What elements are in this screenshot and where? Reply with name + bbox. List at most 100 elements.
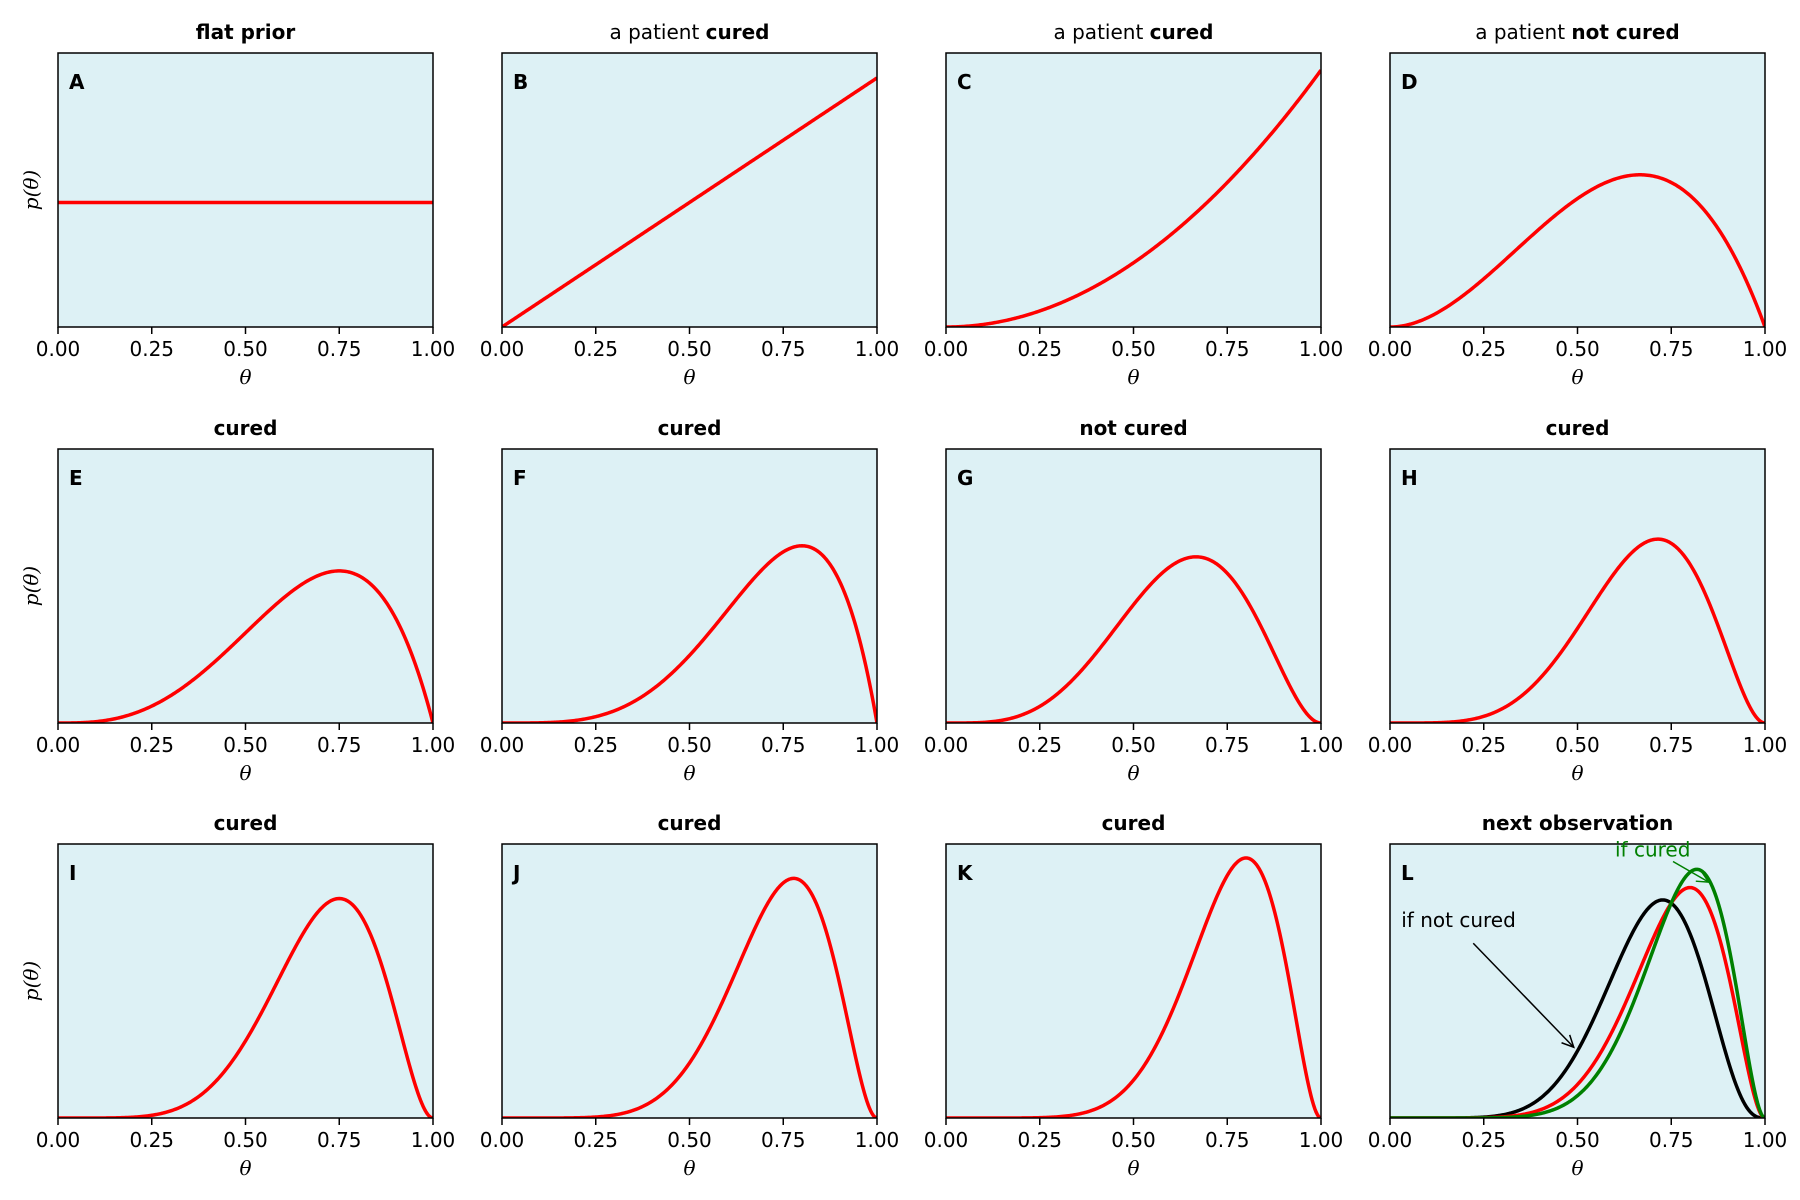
- plot-area: [502, 844, 877, 1118]
- x-tick-label: 0.50: [223, 337, 268, 361]
- x-tick-label: 0.75: [317, 337, 362, 361]
- panel-title: not cured: [1079, 416, 1187, 440]
- x-tick-label: 0.50: [667, 733, 712, 757]
- x-axis-label: θ: [1571, 761, 1583, 785]
- x-tick-label: 0.75: [761, 733, 806, 757]
- plot-area: [1390, 844, 1765, 1118]
- x-tick-label: 0.25: [1461, 337, 1506, 361]
- x-tick-label: 0.00: [480, 337, 525, 361]
- x-tick-label: 1.00: [855, 733, 900, 757]
- series-line-posterior: [58, 569, 433, 723]
- x-tick-label: 1.00: [1299, 733, 1344, 757]
- x-axis-label: θ: [1127, 365, 1139, 389]
- series-line-if-cured: [1390, 867, 1765, 1118]
- x-tick-label: 0.75: [1205, 1128, 1250, 1152]
- annotation-if-not-cured: if not cured: [1401, 908, 1516, 932]
- x-tick-label: 1.00: [1743, 337, 1788, 361]
- x-tick-label: 1.00: [1299, 1128, 1344, 1152]
- x-tick-label: 0.50: [1111, 337, 1156, 361]
- x-tick-label: 0.25: [129, 337, 174, 361]
- y-axis-label: p(θ): [19, 566, 43, 606]
- x-tick-label: 0.75: [1205, 337, 1250, 361]
- x-axis-label: θ: [1127, 761, 1139, 785]
- plot-area: [502, 449, 877, 723]
- x-tick-label: 0.25: [129, 1128, 174, 1152]
- x-tick-label: 0.00: [36, 1128, 81, 1152]
- x-tick-label: 1.00: [1743, 1128, 1788, 1152]
- x-tick-label: 1.00: [411, 1128, 456, 1152]
- annotation-arrowhead: [1561, 1034, 1575, 1049]
- x-tick-label: 0.50: [667, 1128, 712, 1152]
- x-tick-label: 0.75: [1649, 1128, 1694, 1152]
- panel-letter: I: [69, 861, 76, 885]
- panel-title: cured: [214, 416, 278, 440]
- x-axis-label: θ: [683, 761, 695, 785]
- x-tick-label: 0.00: [924, 337, 969, 361]
- x-tick-label: 0.75: [1205, 733, 1250, 757]
- plot-area: [946, 844, 1321, 1118]
- plot-area: [58, 844, 433, 1118]
- panel-b: Ba patient cured 0.00 0.25 0.50 0.75 1.00 θ: [480, 20, 900, 389]
- x-tick-label: 0.00: [36, 337, 81, 361]
- x-axis-label: θ: [683, 1156, 695, 1180]
- x-tick-label: 0.50: [223, 733, 268, 757]
- plot-area: [1390, 53, 1765, 327]
- panel-title: flat prior: [196, 20, 296, 44]
- x-tick-label: 0.75: [317, 1128, 362, 1152]
- panel-letter: F: [513, 466, 527, 490]
- y-axis-label: p(θ): [19, 961, 43, 1001]
- plot-area: [502, 53, 877, 327]
- x-tick-label: 0.25: [573, 1128, 618, 1152]
- panel-letter: G: [957, 466, 973, 490]
- panel-title: a patient cured: [1054, 20, 1214, 44]
- series-line-posterior: [1390, 537, 1765, 723]
- x-tick-label: 0.25: [1017, 1128, 1062, 1152]
- x-tick-label: 0.00: [480, 733, 525, 757]
- x-tick-label: 0.75: [1649, 733, 1694, 757]
- series-line-posterior: [946, 69, 1321, 327]
- panel-letter: B: [513, 70, 528, 94]
- x-tick-label: 0.00: [1368, 337, 1413, 361]
- x-tick-label: 1.00: [411, 337, 456, 361]
- x-axis-label: θ: [239, 365, 251, 389]
- series-line-posterior: [946, 555, 1321, 723]
- x-axis-label: θ: [683, 365, 695, 389]
- plot-area: [946, 449, 1321, 723]
- x-tick-label: 1.00: [1299, 337, 1344, 361]
- panel-title: cured: [214, 811, 278, 835]
- x-tick-label: 0.25: [573, 337, 618, 361]
- panel-title: a patient cured: [610, 20, 770, 44]
- x-axis-label: θ: [1127, 1156, 1139, 1180]
- panel-letter: E: [69, 466, 83, 490]
- x-tick-label: 0.75: [761, 1128, 806, 1152]
- x-axis-label: θ: [1571, 1156, 1583, 1180]
- x-tick-label: 1.00: [855, 337, 900, 361]
- x-tick-label: 0.25: [1017, 337, 1062, 361]
- x-tick-label: 1.00: [411, 733, 456, 757]
- x-tick-label: 1.00: [1743, 733, 1788, 757]
- x-tick-label: 0.25: [1461, 733, 1506, 757]
- x-tick-label: 0.50: [1111, 1128, 1156, 1152]
- x-tick-label: 0.25: [1461, 1128, 1506, 1152]
- panel-title: cured: [1102, 811, 1166, 835]
- x-tick-label: 0.75: [317, 733, 362, 757]
- panel-letter: J: [511, 861, 520, 885]
- annotation-arrowhead: [1695, 870, 1711, 884]
- panel-c: Ca patient cured 0.00 0.25 0.50 0.75 1.00 θ: [924, 20, 1344, 389]
- panel-title: next observation: [1482, 811, 1674, 835]
- panel-title: cured: [658, 416, 722, 440]
- x-tick-label: 0.00: [36, 733, 81, 757]
- x-tick-label: 0.00: [480, 1128, 525, 1152]
- x-tick-label: 0.75: [1649, 337, 1694, 361]
- annotation-arrow: [1672, 860, 1710, 883]
- y-axis-label: p(θ): [19, 170, 43, 210]
- x-tick-label: 0.50: [1111, 733, 1156, 757]
